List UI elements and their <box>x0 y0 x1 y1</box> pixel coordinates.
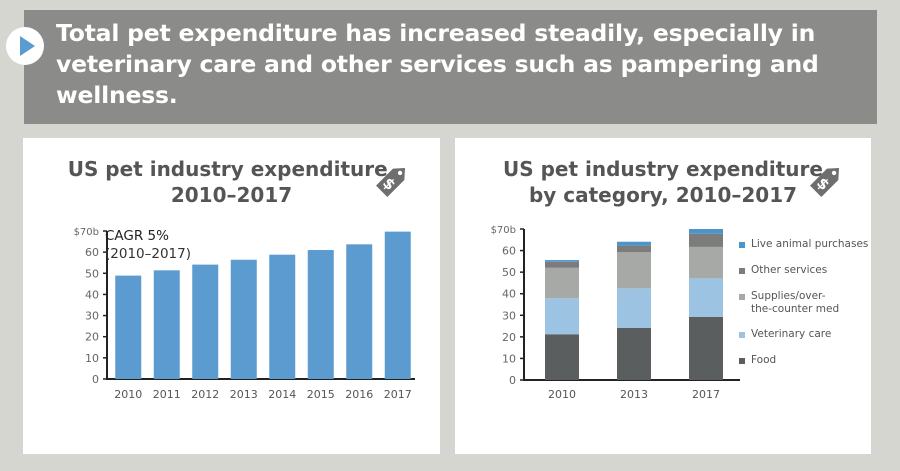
chart-title-line-2: 2010–2017 <box>170 183 293 207</box>
x-tick-label: 2011 <box>153 388 181 401</box>
bar-2010 <box>115 275 142 379</box>
bar-segment-2017-veterinary-care <box>689 278 723 317</box>
legend-swatch <box>739 242 745 248</box>
bar-2017 <box>384 231 411 379</box>
y-tick-label: $70b <box>491 225 516 236</box>
bar-segment-2013-food <box>617 327 651 380</box>
y-tick-label: 10 <box>85 352 99 365</box>
bar-segment-2013-veterinary-care <box>617 288 651 328</box>
x-tick-label: 2015 <box>307 388 335 401</box>
bar-segment-2013-live-animal-purchases <box>617 241 651 246</box>
legend-item-veterinary-care: Veterinary care <box>737 328 868 341</box>
y-tick-label: 30 <box>85 310 99 323</box>
legend-label: Food <box>751 354 777 366</box>
y-tick-label: 10 <box>502 352 516 365</box>
legend: Live animal purchases Other services Sup… <box>737 238 868 380</box>
cagr-period-annotation: (2010–2017) <box>105 246 191 262</box>
legend-swatch <box>739 268 745 274</box>
legend-item-live-animal-purchases: Live animal purchases <box>737 238 868 251</box>
x-tick-label: 2010 <box>114 388 142 401</box>
legend-label: Veterinary care <box>751 328 832 340</box>
legend-item-other-services: Other services <box>737 264 868 277</box>
headline-text: Total pet expenditure has increased stea… <box>56 19 819 109</box>
legend-item-food: Food <box>737 354 868 367</box>
x-tick-label: 2017 <box>692 388 720 401</box>
y-tick-label: 60 <box>85 246 99 259</box>
x-tick-label: 2016 <box>345 388 373 401</box>
y-tick-label: 0 <box>509 374 516 387</box>
total-expenditure-panel: US pet industry expenditure, 2010–2017 $… <box>23 138 440 454</box>
bar-segment-2017-food <box>689 316 723 380</box>
x-tick-label: 2013 <box>620 388 648 401</box>
bar-segment-2010-food <box>545 334 579 380</box>
y-tick-label: 30 <box>502 309 516 322</box>
bar-2015 <box>307 250 334 379</box>
price-tag-dollar-icon: $ <box>376 167 406 197</box>
y-tick-label: 60 <box>502 245 516 258</box>
bar-2014 <box>269 254 296 379</box>
bar-segment-2010-veterinary-care <box>545 298 579 335</box>
bar-segment-2017-supplies-over-the-counter-med <box>689 246 723 279</box>
legend-swatch <box>739 332 745 338</box>
x-tick-label: 2017 <box>384 388 412 401</box>
price-tag-dollar-icon: $ <box>810 167 840 197</box>
x-tick-label: 2013 <box>230 388 258 401</box>
x-tick-label: 2014 <box>268 388 296 401</box>
bar-2012 <box>192 264 219 379</box>
y-tick-label: 40 <box>85 288 99 301</box>
bar-segment-2017-live-animal-purchases <box>689 229 723 234</box>
y-tick-label: $70b <box>74 227 99 238</box>
total-expenditure-chart: 0 10 20 30 40 50 60 $70b 2010 2011 2012 2013 2014 201… <box>74 227 415 401</box>
legend-swatch <box>739 358 745 364</box>
legend-label: Live animal purchases <box>751 238 869 250</box>
legend-label-line-1: Supplies/over- <box>751 290 826 302</box>
bar-2011 <box>153 270 180 379</box>
legend-swatch <box>739 294 745 300</box>
chart-title: US pet industry expenditure by category,… <box>455 156 871 208</box>
bar-segment-2010-supplies-over-the-counter-med <box>545 267 579 299</box>
x-tick-label: 2012 <box>191 388 219 401</box>
y-tick-label: 0 <box>92 373 99 386</box>
chart-title: US pet industry expenditure, 2010–2017 <box>23 156 440 208</box>
y-tick-label: 40 <box>502 288 516 301</box>
headline-banner: Total pet expenditure has increased stea… <box>24 10 877 124</box>
cagr-annotation: CAGR 5% <box>105 228 169 244</box>
bar-segment-2017-other-services <box>689 233 723 247</box>
chart-title-line-1: US pet industry expenditure, <box>67 157 396 181</box>
bar-2013 <box>230 259 257 379</box>
chart-title-line-2: by category, 2010–2017 <box>528 183 798 207</box>
play-icon <box>6 27 44 65</box>
bar-segment-2010-other-services <box>545 261 579 268</box>
category-expenditure-panel: US pet industry expenditure by category,… <box>455 138 871 454</box>
legend-label-line-2: the-counter med <box>751 303 840 315</box>
bar-segment-2010-live-animal-purchases <box>545 260 579 262</box>
legend-item-supplies: Supplies/over- the-counter med <box>737 290 868 316</box>
y-tick-label: 20 <box>85 331 99 344</box>
y-tick-label: 50 <box>502 266 516 279</box>
chart-title-line-1: US pet industry expenditure <box>503 157 823 181</box>
bar-segment-2013-supplies-over-the-counter-med <box>617 252 651 289</box>
y-tick-label: 20 <box>502 331 516 344</box>
x-tick-label: 2010 <box>548 388 576 401</box>
y-tick-label: 50 <box>85 267 99 280</box>
bar-segment-2013-other-services <box>617 245 651 253</box>
bar-2016 <box>346 244 373 379</box>
category-expenditure-chart: 0 10 20 30 40 50 60 $70b 2010 2013 2017 <box>491 225 740 401</box>
legend-label: Other services <box>751 264 828 276</box>
